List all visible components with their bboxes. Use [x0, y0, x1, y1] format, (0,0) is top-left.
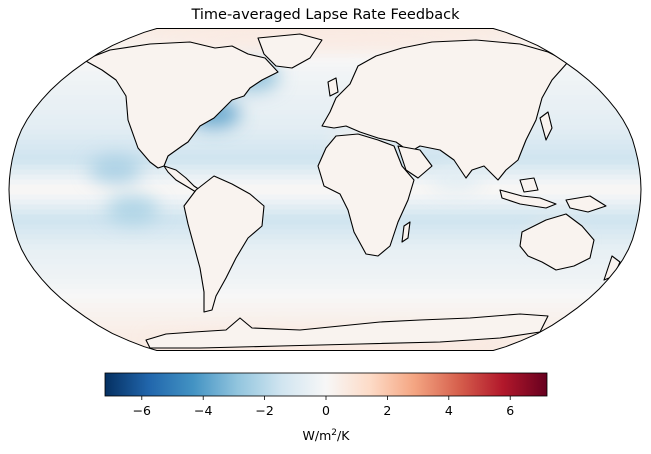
zonal-band [9, 264, 641, 270]
zonal-band [9, 229, 641, 236]
zonal-band [9, 316, 641, 322]
zonal-band [9, 134, 641, 141]
zonal-band [9, 104, 641, 111]
zonal-band [9, 99, 641, 106]
zonal-band [9, 254, 641, 260]
coastline-australia [519, 213, 595, 271]
colorbar-tick-label: −6 [133, 403, 151, 418]
zonal-band [9, 204, 641, 211]
zonal-band [9, 57, 641, 63]
zonal-band [9, 269, 641, 275]
coastline-new-guinea [565, 195, 607, 213]
map-boundary [8, 28, 642, 351]
zonal-band [9, 224, 641, 231]
zonal-band [9, 249, 641, 255]
zonal-band [9, 298, 641, 304]
coastline-antarctica [145, 313, 549, 349]
zonal-band [9, 307, 641, 313]
zonal-band [9, 124, 641, 131]
coastline-greenland [257, 33, 323, 69]
zonal-band [9, 184, 641, 191]
colorbar-tick-label: 6 [506, 403, 514, 418]
zonal-band [9, 90, 641, 96]
zonal-band [9, 66, 641, 72]
zonal-band [9, 144, 641, 151]
zonal-band [9, 194, 641, 201]
zonal-band [9, 85, 641, 91]
colorbar-tick-label: 0 [322, 403, 330, 418]
regional-anomaly [106, 195, 159, 224]
zonal-band [9, 234, 641, 241]
coastline-borneo [519, 177, 539, 193]
zonal-band [9, 312, 641, 318]
zonal-band [9, 94, 641, 101]
zonal-band [9, 293, 641, 300]
zonal-band [9, 49, 641, 55]
coastline-indonesia [499, 189, 557, 209]
zonal-band [9, 62, 641, 68]
zonal-band [9, 209, 641, 216]
regional-anomaly [145, 28, 505, 49]
zonal-band [9, 129, 641, 136]
coastline-south-america [183, 175, 265, 313]
colorbar-tick-label: 4 [445, 403, 453, 418]
colorbar-tick-label: −4 [194, 403, 212, 418]
zonal-band [9, 75, 641, 82]
colorbar-tick-label: −2 [255, 403, 273, 418]
colorbar-tick-label: 2 [383, 403, 391, 418]
coastline-uk [327, 77, 339, 97]
zonal-band [9, 284, 641, 290]
zonal-band [9, 109, 641, 116]
zonal-band [9, 53, 641, 59]
zonal-band [9, 274, 641, 280]
coastline-north-america [83, 41, 279, 169]
zonal-band [9, 259, 641, 265]
zonal-band [9, 244, 641, 250]
colorbar-gradient [104, 372, 548, 397]
zonal-band [9, 71, 641, 77]
zonal-band [9, 139, 641, 146]
feedback-field [9, 28, 641, 351]
regional-anomaly [89, 155, 142, 184]
zonal-band [9, 199, 641, 206]
coastline-japan [539, 111, 553, 141]
chart-title: Time-averaged Lapse Rate Feedback [191, 7, 460, 23]
coastline-eurasia [321, 39, 569, 181]
zonal-band [9, 288, 641, 295]
zonal-band [9, 279, 641, 285]
coastline-arabia [397, 145, 433, 179]
colorbar-label: W/m2/K [303, 428, 351, 443]
zonal-band [9, 80, 641, 86]
zonal-band [9, 189, 641, 196]
zonal-band [9, 239, 641, 245]
coastline-africa [317, 133, 415, 257]
zonal-band [9, 219, 641, 226]
colorbar-ticks: −6 −4 −2 0 2 4 6 [133, 396, 514, 418]
coastlines [83, 33, 621, 349]
zonal-band [9, 114, 641, 121]
zonal-band [9, 303, 641, 309]
zonal-band [9, 214, 641, 221]
coastline-madagascar [401, 221, 411, 243]
zonal-band [9, 321, 641, 326]
